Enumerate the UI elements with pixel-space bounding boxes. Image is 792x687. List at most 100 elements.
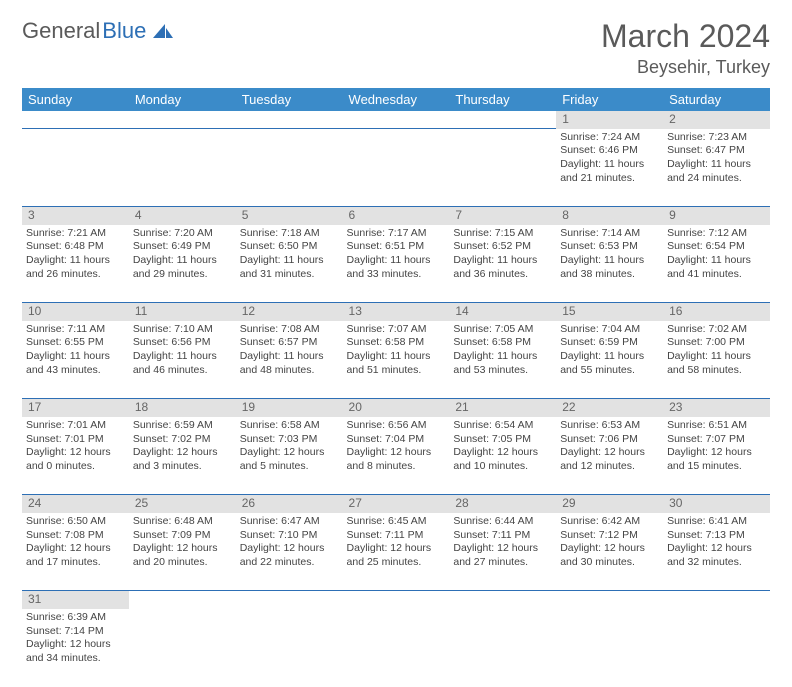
daylight-text: Daylight: 12 hours: [26, 638, 125, 652]
day-header: Saturday: [663, 88, 770, 111]
day-cell: [449, 129, 556, 207]
daylight-text: and 22 minutes.: [240, 556, 339, 570]
daylight-text: Daylight: 11 hours: [560, 350, 659, 364]
daynum-row: 12: [22, 111, 770, 129]
daylight-text: Daylight: 12 hours: [560, 446, 659, 460]
sunrise-text: Sunrise: 7:01 AM: [26, 419, 125, 433]
day-cell: Sunrise: 6:48 AMSunset: 7:09 PMDaylight:…: [129, 513, 236, 591]
month-title: March 2024: [601, 18, 770, 55]
day-number: 30: [663, 495, 770, 513]
sunrise-text: Sunrise: 7:14 AM: [560, 227, 659, 241]
sunrise-text: Sunrise: 7:18 AM: [240, 227, 339, 241]
day-number: 22: [556, 399, 663, 417]
daylight-text: and 3 minutes.: [133, 460, 232, 474]
sunrise-text: Sunrise: 6:51 AM: [667, 419, 766, 433]
sunrise-text: Sunrise: 6:50 AM: [26, 515, 125, 529]
sunset-text: Sunset: 6:51 PM: [347, 240, 446, 254]
day-header: Wednesday: [343, 88, 450, 111]
day-header-row: SundayMondayTuesdayWednesdayThursdayFrid…: [22, 88, 770, 111]
daylight-text: and 36 minutes.: [453, 268, 552, 282]
day-cell: Sunrise: 7:07 AMSunset: 6:58 PMDaylight:…: [343, 321, 450, 399]
day-cell: Sunrise: 7:20 AMSunset: 6:49 PMDaylight:…: [129, 225, 236, 303]
sunset-text: Sunset: 7:05 PM: [453, 433, 552, 447]
daylight-text: Daylight: 12 hours: [667, 446, 766, 460]
daylight-text: and 48 minutes.: [240, 364, 339, 378]
day-number: [556, 591, 663, 609]
daylight-text: and 27 minutes.: [453, 556, 552, 570]
sunrise-text: Sunrise: 7:12 AM: [667, 227, 766, 241]
sunrise-text: Sunrise: 7:24 AM: [560, 131, 659, 145]
day-cell: Sunrise: 7:05 AMSunset: 6:58 PMDaylight:…: [449, 321, 556, 399]
day-cell: Sunrise: 6:47 AMSunset: 7:10 PMDaylight:…: [236, 513, 343, 591]
sunrise-text: Sunrise: 6:42 AM: [560, 515, 659, 529]
daylight-text: Daylight: 12 hours: [560, 542, 659, 556]
daylight-text: and 24 minutes.: [667, 172, 766, 186]
day-cell: Sunrise: 6:56 AMSunset: 7:04 PMDaylight:…: [343, 417, 450, 495]
sunrise-text: Sunrise: 7:05 AM: [453, 323, 552, 337]
daynum-row: 17181920212223: [22, 399, 770, 417]
day-number: 18: [129, 399, 236, 417]
day-header: Friday: [556, 88, 663, 111]
day-cell: Sunrise: 7:24 AMSunset: 6:46 PMDaylight:…: [556, 129, 663, 207]
day-number: 19: [236, 399, 343, 417]
day-cell: Sunrise: 7:01 AMSunset: 7:01 PMDaylight:…: [22, 417, 129, 495]
sunset-text: Sunset: 6:57 PM: [240, 336, 339, 350]
sunrise-text: Sunrise: 6:44 AM: [453, 515, 552, 529]
title-block: March 2024 Beysehir, Turkey: [601, 18, 770, 78]
daylight-text: and 55 minutes.: [560, 364, 659, 378]
daylight-text: and 21 minutes.: [560, 172, 659, 186]
day-number: [236, 111, 343, 129]
day-cell: [236, 129, 343, 207]
daylight-text: and 31 minutes.: [240, 268, 339, 282]
sail-icon: [151, 22, 175, 40]
daynum-row: 10111213141516: [22, 303, 770, 321]
day-number: 10: [22, 303, 129, 321]
sunrise-text: Sunrise: 6:56 AM: [347, 419, 446, 433]
daylight-text: and 43 minutes.: [26, 364, 125, 378]
daylight-text: and 26 minutes.: [26, 268, 125, 282]
day-cell: Sunrise: 7:14 AMSunset: 6:53 PMDaylight:…: [556, 225, 663, 303]
sunset-text: Sunset: 6:56 PM: [133, 336, 232, 350]
sunrise-text: Sunrise: 6:58 AM: [240, 419, 339, 433]
sunrise-text: Sunrise: 6:39 AM: [26, 611, 125, 625]
daylight-text: and 32 minutes.: [667, 556, 766, 570]
day-number: [129, 591, 236, 609]
day-cell: Sunrise: 6:58 AMSunset: 7:03 PMDaylight:…: [236, 417, 343, 495]
day-cell: [129, 129, 236, 207]
day-cell: [343, 609, 450, 687]
sunset-text: Sunset: 6:47 PM: [667, 144, 766, 158]
daylight-text: and 25 minutes.: [347, 556, 446, 570]
daylight-text: Daylight: 12 hours: [453, 446, 552, 460]
daylight-text: and 30 minutes.: [560, 556, 659, 570]
day-number: 31: [22, 591, 129, 609]
logo-text-blue: Blue: [102, 18, 146, 44]
day-cell: Sunrise: 7:17 AMSunset: 6:51 PMDaylight:…: [343, 225, 450, 303]
sunrise-text: Sunrise: 6:41 AM: [667, 515, 766, 529]
day-cell: [236, 609, 343, 687]
sunset-text: Sunset: 6:58 PM: [453, 336, 552, 350]
day-number: 6: [343, 207, 450, 225]
day-number: 3: [22, 207, 129, 225]
sunset-text: Sunset: 7:07 PM: [667, 433, 766, 447]
daylight-text: and 12 minutes.: [560, 460, 659, 474]
day-cell: [22, 129, 129, 207]
day-cell: Sunrise: 7:18 AMSunset: 6:50 PMDaylight:…: [236, 225, 343, 303]
sunset-text: Sunset: 7:00 PM: [667, 336, 766, 350]
daylight-text: Daylight: 11 hours: [26, 350, 125, 364]
day-cell: Sunrise: 6:39 AMSunset: 7:14 PMDaylight:…: [22, 609, 129, 687]
sunrise-text: Sunrise: 7:23 AM: [667, 131, 766, 145]
sunset-text: Sunset: 6:50 PM: [240, 240, 339, 254]
sunrise-text: Sunrise: 6:48 AM: [133, 515, 232, 529]
day-cell: [449, 609, 556, 687]
daynum-row: 24252627282930: [22, 495, 770, 513]
day-cell: [343, 129, 450, 207]
week-row: Sunrise: 6:39 AMSunset: 7:14 PMDaylight:…: [22, 609, 770, 687]
daylight-text: Daylight: 12 hours: [26, 542, 125, 556]
sunset-text: Sunset: 6:55 PM: [26, 336, 125, 350]
daylight-text: Daylight: 11 hours: [240, 350, 339, 364]
daylight-text: Daylight: 11 hours: [667, 350, 766, 364]
sunrise-text: Sunrise: 6:45 AM: [347, 515, 446, 529]
day-number: [663, 591, 770, 609]
header: General Blue March 2024 Beysehir, Turkey: [22, 18, 770, 78]
daylight-text: Daylight: 12 hours: [133, 446, 232, 460]
